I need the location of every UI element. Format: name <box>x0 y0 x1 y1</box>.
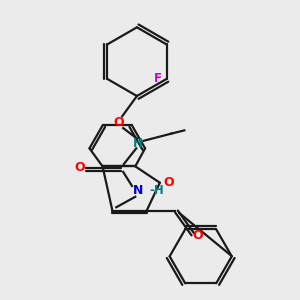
Text: O: O <box>164 176 174 189</box>
Text: -H: -H <box>149 184 164 197</box>
Text: O: O <box>114 116 124 129</box>
Text: N: N <box>134 184 144 197</box>
Text: F: F <box>154 72 161 85</box>
Text: O: O <box>193 229 203 242</box>
Text: O: O <box>74 161 85 175</box>
Text: H: H <box>133 137 143 150</box>
